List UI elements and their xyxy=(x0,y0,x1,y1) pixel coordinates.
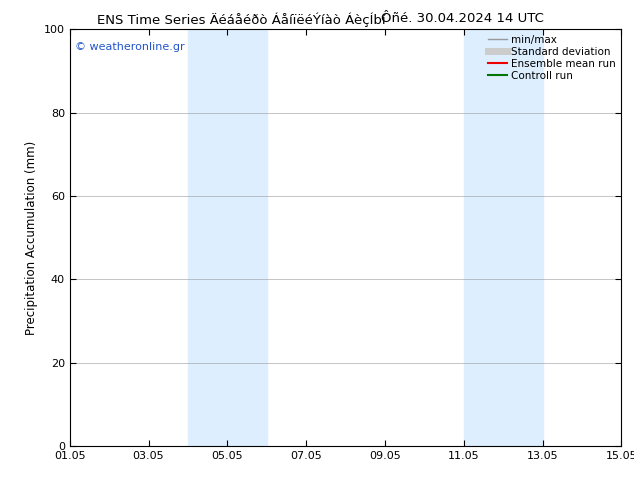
Text: ENS Time Series Äéáåéðò ÁåíïëéÝíàò ÁèçÍbí: ENS Time Series Äéáåéðò ÁåíïëéÝíàò ÁèçÍb… xyxy=(96,12,385,27)
Text: © weatheronline.gr: © weatheronline.gr xyxy=(75,42,185,52)
Bar xyxy=(188,29,267,446)
Bar xyxy=(463,29,543,446)
Y-axis label: Precipitation Accumulation (mm): Precipitation Accumulation (mm) xyxy=(25,141,38,335)
Text: Ôñé. 30.04.2024 14 UTC: Ôñé. 30.04.2024 14 UTC xyxy=(382,12,544,25)
Legend: min/max, Standard deviation, Ensemble mean run, Controll run: min/max, Standard deviation, Ensemble me… xyxy=(486,32,618,83)
